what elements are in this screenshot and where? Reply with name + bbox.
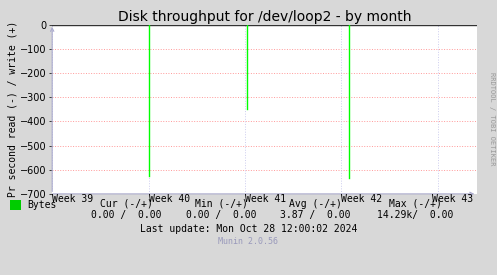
- Text: Week 40: Week 40: [149, 194, 190, 204]
- Y-axis label: Pr second read (-) / write (+): Pr second read (-) / write (+): [7, 21, 17, 197]
- Text: Week 43: Week 43: [432, 194, 473, 204]
- Text: 3.87 /  0.00: 3.87 / 0.00: [280, 210, 351, 220]
- Text: RRDTOOL / TOBI OETIKER: RRDTOOL / TOBI OETIKER: [489, 72, 495, 165]
- Text: Last update: Mon Oct 28 12:00:02 2024: Last update: Mon Oct 28 12:00:02 2024: [140, 224, 357, 234]
- Text: 0.00 /  0.00: 0.00 / 0.00: [186, 210, 256, 220]
- Title: Disk throughput for /dev/loop2 - by month: Disk throughput for /dev/loop2 - by mont…: [118, 10, 412, 24]
- Text: Min (-/+): Min (-/+): [195, 199, 248, 208]
- Text: Week 39: Week 39: [52, 194, 93, 204]
- Text: Cur (-/+): Cur (-/+): [100, 199, 153, 208]
- Text: Max (-/+): Max (-/+): [389, 199, 441, 208]
- Text: Week 41: Week 41: [245, 194, 286, 204]
- Text: Week 42: Week 42: [341, 194, 383, 204]
- Text: 14.29k/  0.00: 14.29k/ 0.00: [377, 210, 453, 220]
- Text: Munin 2.0.56: Munin 2.0.56: [219, 236, 278, 246]
- Text: Avg (-/+): Avg (-/+): [289, 199, 342, 208]
- Text: Bytes: Bytes: [27, 200, 56, 210]
- Text: 0.00 /  0.00: 0.00 / 0.00: [91, 210, 162, 220]
